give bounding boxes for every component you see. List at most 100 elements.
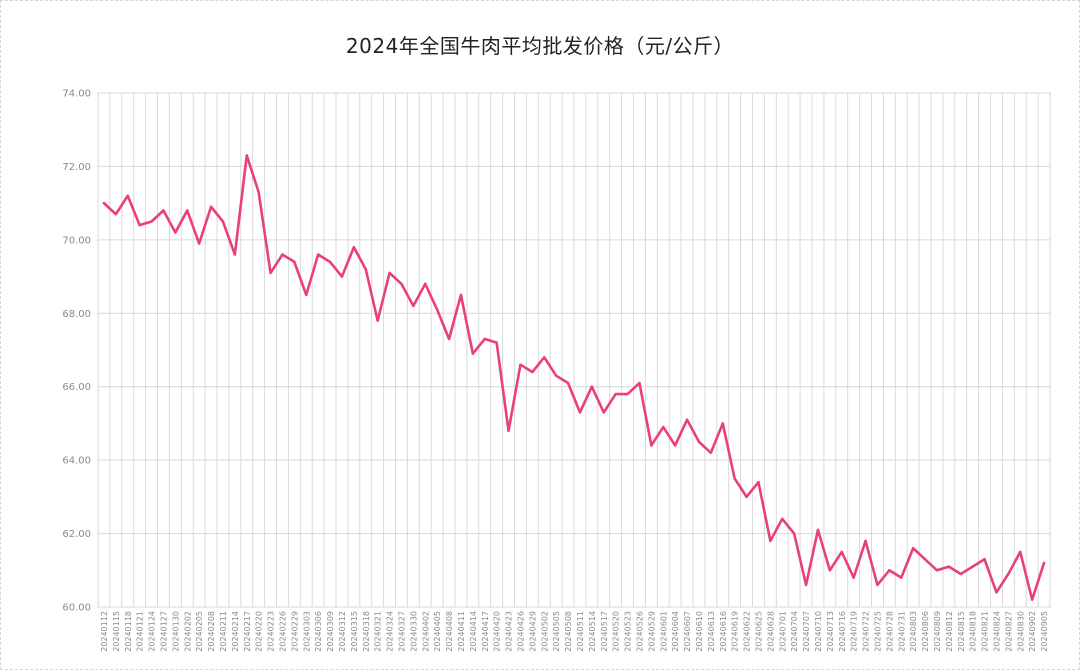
x-tick-label: 20240707 <box>802 611 811 652</box>
data-point <box>412 304 415 308</box>
data-point <box>971 565 974 568</box>
data-point <box>935 569 939 572</box>
y-tick-label: 68.00 <box>62 309 91 320</box>
x-tick-label: 20240523 <box>624 611 633 652</box>
x-tick-label: 20240815 <box>957 611 966 652</box>
data-point <box>340 275 344 278</box>
data-point <box>792 532 796 535</box>
y-axis-tick-labels: 60.00 62.00 64.00 66.00 68.00 70.00 72.00 74.00 <box>62 89 91 614</box>
x-tick-label: 20240315 <box>350 611 359 652</box>
x-tick-label: 20240710 <box>814 611 823 652</box>
data-point <box>305 293 308 297</box>
data-point <box>733 477 736 480</box>
x-tick-label: 20240423 <box>505 611 514 652</box>
data-point <box>257 190 260 194</box>
data-point <box>1042 561 1046 565</box>
x-tick-label: 20240722 <box>862 611 871 652</box>
x-tick-label: 20240704 <box>790 611 799 652</box>
data-point <box>554 374 558 377</box>
data-point <box>959 572 962 576</box>
x-tick-label: 20240124 <box>148 611 157 652</box>
data-point <box>673 444 677 447</box>
x-tick-label: 20240327 <box>397 611 406 652</box>
x-tick-label: 20240713 <box>826 611 835 652</box>
x-tick-label: 20240411 <box>457 611 466 652</box>
data-point <box>900 576 903 579</box>
x-tick-label: 20240830 <box>1016 611 1025 652</box>
data-point <box>293 260 296 264</box>
y-tick-label: 72.00 <box>62 162 91 173</box>
data-point <box>316 253 320 256</box>
data-point <box>245 154 248 157</box>
data-point <box>721 422 724 425</box>
data-point <box>614 392 617 396</box>
x-tick-label: 20240309 <box>326 611 335 652</box>
x-tick-label: 20240214 <box>231 611 240 652</box>
x-tick-label: 20240902 <box>1028 611 1037 652</box>
x-tick-label: 20240803 <box>909 611 918 652</box>
x-tick-label: 20240208 <box>207 611 216 652</box>
x-tick-label: 20240420 <box>493 611 502 652</box>
x-tick-label: 20240604 <box>671 611 680 652</box>
data-point <box>388 271 391 275</box>
data-point <box>435 308 439 311</box>
data-point <box>197 242 201 245</box>
y-tick-label: 66.00 <box>62 382 91 393</box>
x-tick-label: 20240520 <box>612 611 621 652</box>
x-tick-label: 20240312 <box>338 611 347 652</box>
data-point <box>352 246 356 249</box>
x-tick-label: 20240821 <box>981 611 990 652</box>
x-tick-label: 20240429 <box>528 611 537 652</box>
data-point <box>828 569 832 572</box>
data-point <box>126 194 129 197</box>
grid-lines <box>97 92 1051 608</box>
x-tick-label: 20240115 <box>112 611 121 652</box>
data-point <box>507 429 510 432</box>
data-point <box>483 337 486 341</box>
data-point <box>888 569 891 572</box>
data-point <box>376 319 379 322</box>
data-point <box>852 576 855 579</box>
x-tick-label: 20240130 <box>171 611 180 652</box>
x-tick-label: 20240505 <box>552 611 561 652</box>
x-tick-label: 20240426 <box>516 611 525 652</box>
x-tick-label: 20240330 <box>409 611 418 652</box>
data-point <box>138 223 141 227</box>
data-point <box>650 444 653 447</box>
data-point <box>697 440 701 443</box>
data-point <box>424 282 427 286</box>
data-point <box>495 341 498 344</box>
x-tick-label: 20240731 <box>897 611 906 652</box>
x-tick-label: 20240127 <box>159 611 168 652</box>
y-tick-label: 64.00 <box>62 456 91 467</box>
x-tick-label: 20240607 <box>683 611 692 652</box>
data-point <box>566 381 570 385</box>
data-point <box>459 293 463 297</box>
data-point <box>769 539 772 543</box>
data-point <box>471 352 475 355</box>
data-point <box>269 271 272 275</box>
data-point <box>531 370 534 374</box>
price-series-line <box>102 154 1046 601</box>
data-point <box>602 411 605 414</box>
x-tick-label: 20240121 <box>136 611 145 652</box>
x-tick-label: 20240613 <box>707 611 716 652</box>
data-point <box>519 363 522 366</box>
data-point <box>590 385 594 388</box>
data-point <box>221 220 225 223</box>
data-point <box>102 201 106 205</box>
x-tick-label: 20240619 <box>731 611 740 652</box>
y-tick-label: 74.00 <box>62 89 91 100</box>
x-tick-label: 20240118 <box>124 611 133 652</box>
x-tick-label: 20240324 <box>386 611 395 652</box>
y-tick-label: 70.00 <box>62 235 91 246</box>
x-tick-label: 20240716 <box>838 611 847 652</box>
x-tick-label: 20240601 <box>659 611 668 652</box>
x-tick-label: 20240306 <box>314 611 323 652</box>
x-tick-label: 20240806 <box>921 611 930 652</box>
x-tick-label: 20240719 <box>850 611 859 652</box>
data-point <box>745 495 748 499</box>
x-tick-label: 20240812 <box>945 611 954 652</box>
x-tick-label: 20240511 <box>576 611 585 652</box>
